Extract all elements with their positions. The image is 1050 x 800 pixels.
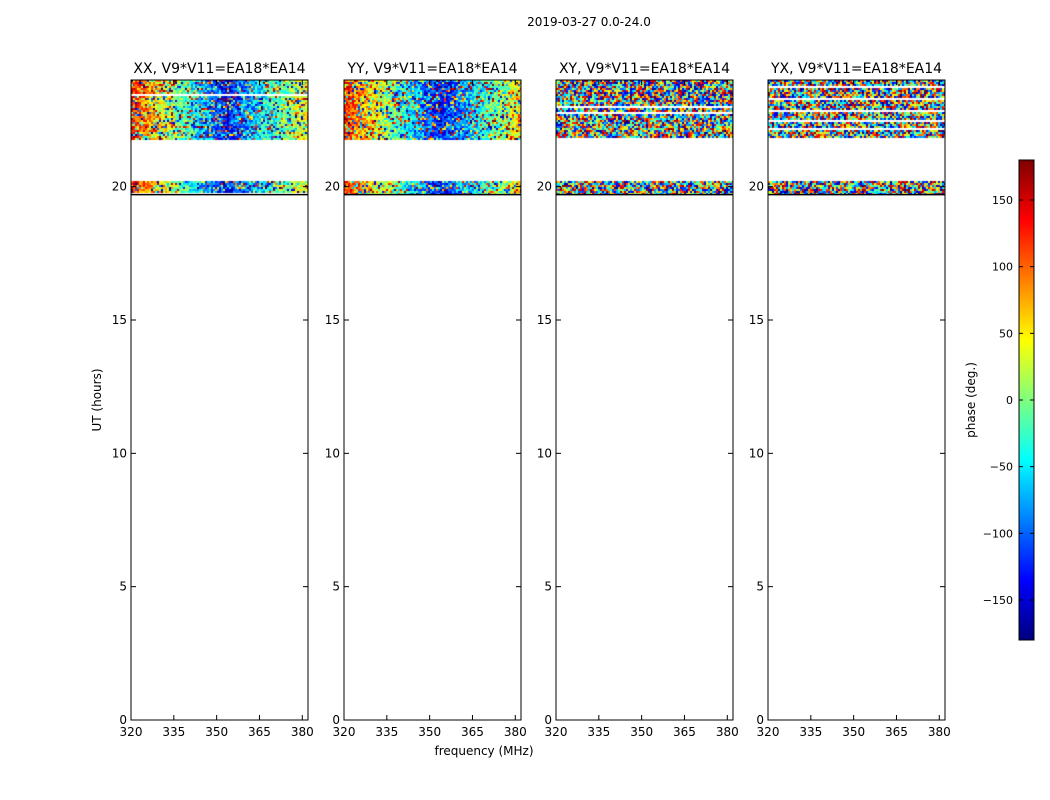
colorbar-tick-label: −50 [990,461,1013,474]
y-tick-label: 10 [112,446,127,460]
x-tick-label: 380 [504,725,527,739]
panel-xx: XX, V9*V11=EA18*EA14 320 335 350 365 380 0 5 10 1… [112,61,314,739]
panel-frame [767,79,946,721]
y-tick-label: 5 [756,580,764,594]
panels: XX, V9*V11=EA18*EA14 320 335 350 365 380 0 5 10 1… [112,61,951,739]
phase-heatmap-canvas [131,80,308,720]
y-tick-label: 5 [119,580,127,594]
x-axis-label: frequency (MHz) [434,744,533,758]
y-tick-label: 0 [119,713,127,727]
panel-title: XY, V9*V11=EA18*EA14 [559,61,730,77]
y-tick-label: 15 [112,313,127,327]
panel-heatmap [344,80,521,720]
phase-heatmap-canvas [556,80,733,720]
panel-heatmap [556,80,733,720]
y-tick-label: 10 [749,446,764,460]
x-tick-label: 350 [418,725,441,739]
y-tick-label: 20 [112,180,127,194]
panel-heatmap [768,80,945,720]
y-tick-label: 15 [537,313,552,327]
x-tick-label: 320 [333,725,356,739]
x-tick-label: 350 [842,725,865,739]
y-tick-label: 15 [749,313,764,327]
x-tick-label: 350 [630,725,653,739]
x-tick-label: 335 [799,725,822,739]
x-tick-label: 320 [545,725,568,739]
y-tick-label: 0 [756,713,764,727]
phase-heatmap-canvas [344,80,521,720]
x-tick-label: 350 [205,725,228,739]
y-tick-label: 5 [332,580,340,594]
x-tick-label: 365 [461,725,484,739]
y-tick-label: 15 [325,313,340,327]
colorbar: 150 100 50 0 −50 −100 −150 phase (deg.) [964,159,1035,641]
y-tick-label: 20 [537,180,552,194]
x-tick-label: 380 [928,725,951,739]
panel-xy: XY, V9*V11=EA18*EA14 320 335 350 365 380 0 5 10 1… [537,61,739,739]
panel-yy: YY, V9*V11=EA18*EA14 320 335 350 365 380 0 5 10 1… [325,61,527,739]
y-tick-label: 5 [544,580,552,594]
x-tick-label: 335 [587,725,610,739]
y-tick-label: 20 [749,180,764,194]
x-tick-label: 335 [162,725,185,739]
colorbar-tick-label: 100 [992,261,1013,274]
x-tick-label: 365 [248,725,271,739]
x-tick-label: 320 [757,725,780,739]
panel-title: XX, V9*V11=EA18*EA14 [133,61,305,77]
panel-heatmap [131,80,308,720]
panel-frame [343,79,522,721]
x-tick-label: 380 [291,725,314,739]
y-tick-label: 0 [332,713,340,727]
panel-frame [130,79,309,721]
colorbar-tick-label: 50 [999,327,1013,340]
y-tick-label: 20 [325,180,340,194]
x-tick-label: 335 [375,725,398,739]
panel-yx: YX, V9*V11=EA18*EA14 320 335 350 365 380 0 5 10 1… [749,61,951,739]
y-tick-label: 10 [325,446,340,460]
x-tick-label: 320 [120,725,143,739]
colorbar-tick-label: −100 [983,527,1013,540]
phase-heatmap-canvas [768,80,945,720]
x-tick-label: 380 [716,725,739,739]
colorbar-tick-label: −150 [983,594,1013,607]
y-tick-label: 0 [544,713,552,727]
colorbar-label: phase (deg.) [964,362,978,438]
panel-title: YY, V9*V11=EA18*EA14 [346,61,517,77]
colorbar-tick-label: 0 [1006,394,1013,407]
figure-suptitle: 2019-03-27 0.0-24.0 [527,15,651,29]
y-tick-label: 10 [537,446,552,460]
colorbar-tick-label: 150 [992,194,1013,207]
y-axis-label: UT (hours) [90,368,104,431]
panel-title: YX, V9*V11=EA18*EA14 [770,61,942,77]
x-tick-label: 365 [673,725,696,739]
x-tick-label: 365 [885,725,908,739]
colorbar-ticks: 150 100 50 0 −50 −100 −150 [983,194,1034,607]
panel-frame [555,79,734,721]
